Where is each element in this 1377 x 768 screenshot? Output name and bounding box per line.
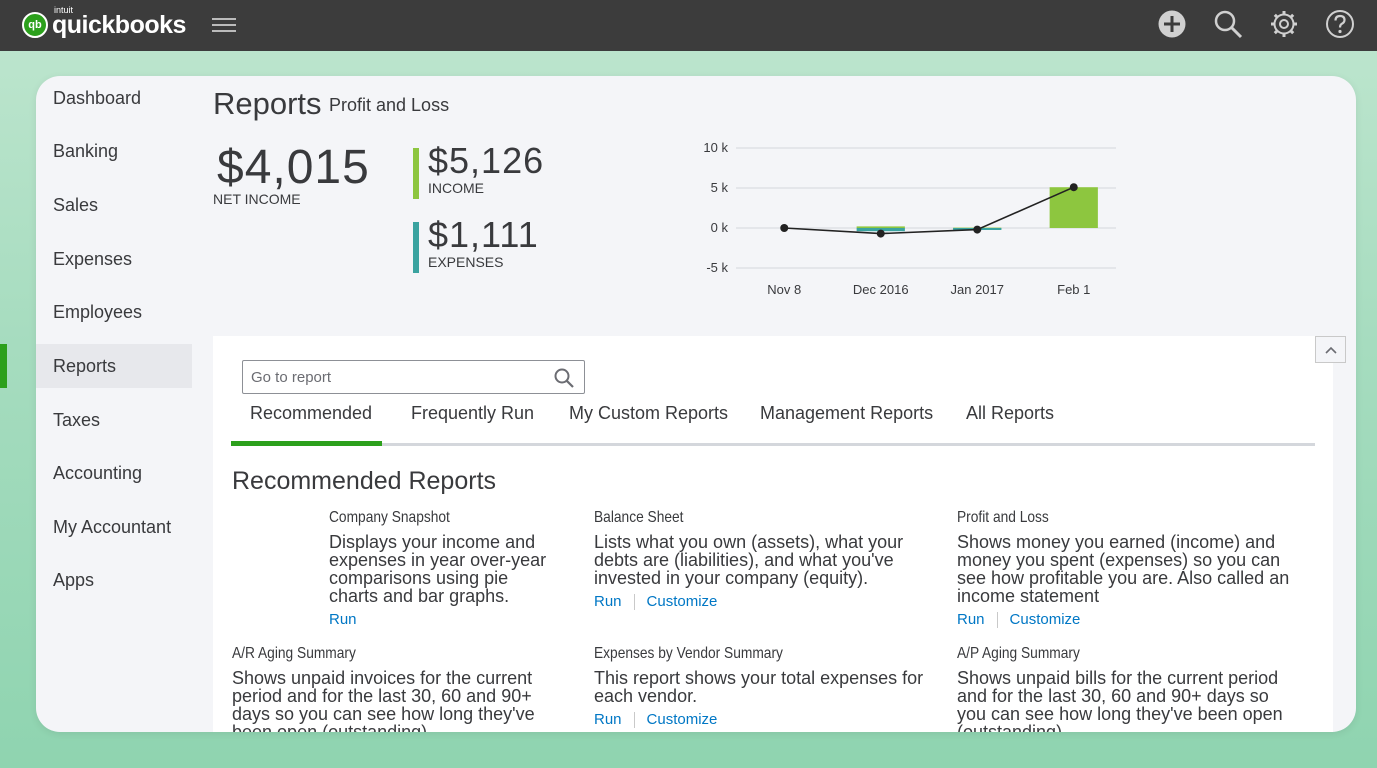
income-color-bar [413, 148, 419, 199]
net-income-point [1069, 183, 1078, 192]
report-name[interactable]: A/R Aging Summary [232, 645, 356, 662]
help-icon[interactable] [1325, 9, 1355, 39]
report-description: Shows money you earned (income) and mone… [957, 532, 1290, 606]
x-tick-label: Jan 2017 [951, 282, 1005, 297]
income-amount: $5,126 [428, 140, 545, 181]
expenses-color-bar [413, 222, 419, 273]
sidebar-item-banking[interactable]: Banking [53, 140, 119, 161]
link-separator [633, 711, 635, 728]
run-link[interactable]: Run [594, 711, 622, 728]
y-tick-label: 0 k [711, 220, 729, 235]
report-name[interactable]: Company Snapshot [329, 509, 450, 526]
quickbooks-logo[interactable]: qb intuit quickbooks [22, 5, 186, 42]
report-name[interactable]: Expenses by Vendor Summary [594, 645, 783, 662]
x-tick-label: Nov 8 [767, 282, 801, 297]
search-icon[interactable] [553, 367, 575, 389]
tab-recommended[interactable]: Recommended [250, 403, 373, 423]
sidebar-item-accounting[interactable]: Accounting [53, 462, 143, 483]
report-tabs: Recommended Frequently Run My Custom Rep… [231, 394, 1315, 446]
sidebar-item-taxes[interactable]: Taxes [53, 409, 101, 430]
reports-card: Recommended Frequently Run My Custom Rep… [213, 336, 1333, 732]
sidebar-item-dashboard[interactable]: Dashboard [53, 87, 142, 108]
customize-link[interactable]: Customize [646, 593, 718, 610]
y-tick-label: 5 k [711, 180, 729, 195]
customize-link[interactable]: Customize [646, 711, 718, 728]
logo-wordmark: quickbooks [52, 11, 186, 39]
sidebar-item-sales[interactable]: Sales [53, 194, 99, 215]
sidebar-item-expenses[interactable]: Expenses [53, 248, 133, 269]
report-description: This report shows your total expenses fo… [594, 668, 924, 706]
top-navigation-bar: qb intuit quickbooks [0, 0, 1377, 51]
tab-my-custom-reports[interactable]: My Custom Reports [569, 403, 729, 423]
report-description: Displays your income and expenses in yea… [329, 532, 547, 606]
report-description: Shows unpaid invoices for the current pe… [232, 668, 535, 732]
gear-icon[interactable] [1269, 9, 1299, 39]
tab-frequently-run[interactable]: Frequently Run [411, 403, 535, 423]
net-income-amount: $4,015 [217, 141, 370, 194]
profit-loss-chart: 10 k 5 k 0 k -5 k Nov 8 Dec 2016 Jan 2017 Feb 1 [703, 140, 1116, 297]
link-separator [633, 593, 635, 610]
report-actions: Run [329, 611, 561, 628]
page-subtitle: Profit and Loss [329, 95, 450, 115]
report-ar-aging-summary: A/R Aging Summary Shows unpaid invoices … [232, 645, 568, 732]
active-tab-underline [231, 441, 382, 446]
report-company-snapshot: Company Snapshot Displays your income an… [329, 509, 561, 628]
go-to-report-search [242, 360, 585, 394]
go-to-report-input[interactable] [251, 362, 551, 392]
run-link[interactable]: Run [329, 611, 357, 628]
report-name[interactable]: Profit and Loss [957, 509, 1049, 526]
y-tick-label: -5 k [706, 260, 728, 275]
sidebar: Dashboard Banking Sales Expenses Employe… [36, 76, 192, 732]
tab-all-reports[interactable]: All Reports [966, 403, 1055, 423]
income-bar [1049, 187, 1098, 228]
expenses-label: EXPENSES [428, 254, 504, 270]
search-icon[interactable] [1213, 9, 1243, 39]
net-income-line [784, 186, 1075, 235]
logo-intuit-text: intuit [54, 5, 74, 15]
sidebar-item-employees[interactable]: Employees [53, 301, 143, 322]
page-title: Reports [213, 86, 322, 121]
report-name[interactable]: A/P Aging Summary [957, 645, 1080, 662]
net-income-point [876, 229, 885, 238]
income-bar [856, 226, 905, 229]
report-description: Shows unpaid bills for the current perio… [957, 668, 1283, 732]
report-expenses-by-vendor-summary: Expenses by Vendor Summary This report s… [594, 645, 939, 728]
x-tick-label: Feb 1 [1057, 282, 1090, 297]
x-tick-label: Dec 2016 [853, 282, 909, 297]
chevron-up-icon [1324, 346, 1337, 354]
expenses-amount: $1,111 [428, 214, 539, 255]
income-label: INCOME [428, 180, 484, 196]
report-actions: Run Customize [594, 711, 939, 728]
active-section-marker [0, 344, 7, 388]
net-income-label: NET INCOME [213, 191, 301, 207]
report-name[interactable]: Balance Sheet [594, 509, 684, 526]
report-actions: Run Customize [594, 593, 934, 610]
quickbooks-logo-mark: qb [22, 12, 48, 38]
net-income-point [780, 224, 789, 232]
run-link[interactable]: Run [957, 611, 985, 628]
plus-icon[interactable] [1157, 9, 1187, 39]
customize-link[interactable]: Customize [1009, 611, 1081, 628]
report-description: Lists what you own (assets), what your d… [594, 532, 904, 588]
top-icon-group [1157, 9, 1355, 39]
report-ap-aging-summary: A/P Aging Summary Shows unpaid bills for… [957, 645, 1297, 732]
tab-management-reports[interactable]: Management Reports [760, 403, 934, 423]
report-actions: Run Customize [957, 611, 1303, 628]
sidebar-item-reports[interactable]: Reports [36, 344, 192, 388]
collapse-chart-button[interactable] [1315, 336, 1346, 363]
logo-text: intuit quickbooks [52, 5, 186, 40]
y-tick-label: 10 k [703, 140, 728, 155]
hamburger-menu-icon[interactable] [212, 14, 236, 36]
run-link[interactable]: Run [594, 593, 622, 610]
report-profit-and-loss: Profit and Loss Shows money you earned (… [957, 509, 1303, 628]
net-income-point [973, 225, 982, 234]
recommended-reports-heading: Recommended Reports [232, 467, 497, 495]
report-balance-sheet: Balance Sheet Lists what you own (assets… [594, 509, 934, 610]
sidebar-item-my-accountant[interactable]: My Accountant [53, 516, 172, 537]
main-panel: Dashboard Banking Sales Expenses Employe… [36, 76, 1356, 732]
sidebar-item-apps[interactable]: Apps [53, 569, 95, 590]
link-separator [996, 611, 998, 628]
